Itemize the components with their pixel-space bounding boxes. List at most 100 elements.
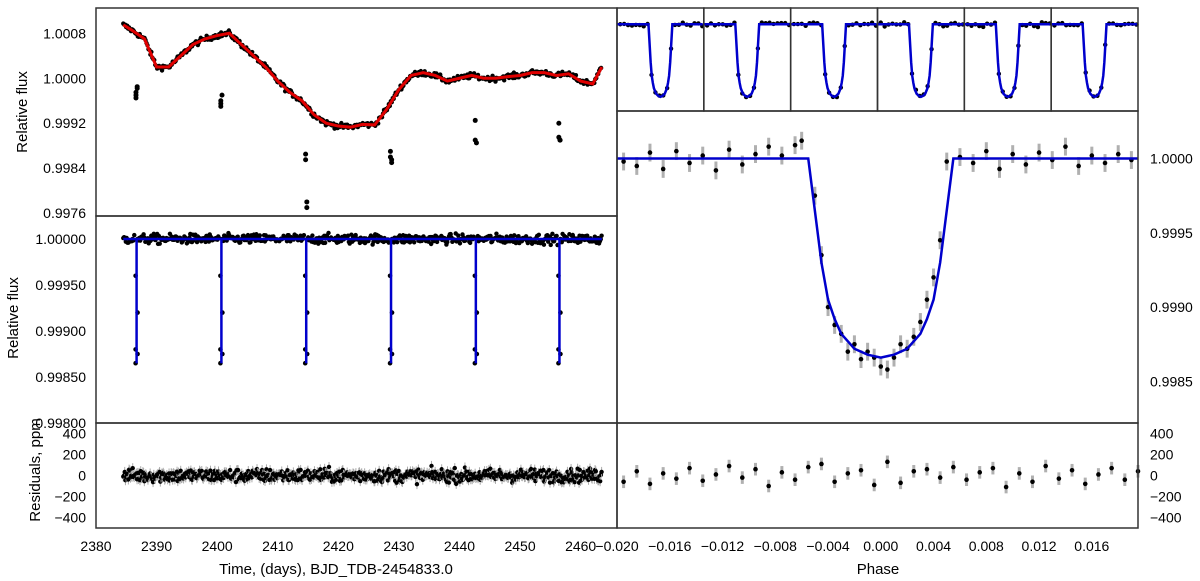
rm-data-point — [687, 160, 692, 166]
rm-data-point — [924, 297, 930, 302]
left-bottom-ylabel: Residuals, ppm — [27, 418, 44, 521]
lb-residual-point — [259, 467, 265, 473]
rb-residual-point — [1043, 463, 1048, 469]
left-top-ylabel: Relative flux — [14, 71, 31, 153]
rm-data-point — [852, 341, 857, 347]
lb-residual-point — [227, 467, 233, 473]
lb-residual-point — [593, 469, 598, 474]
rb-residual-point — [726, 463, 732, 469]
rb-residual-point — [1069, 467, 1075, 473]
rm-data-point — [713, 168, 719, 173]
rb-residual-point — [1082, 481, 1088, 487]
rt-model-line — [877, 23, 964, 99]
rm-data-point — [1023, 162, 1029, 167]
rm-ytick-label: 1.0000 — [1150, 151, 1193, 167]
lb-residual-point — [340, 467, 346, 473]
lm-data-point — [434, 239, 440, 245]
rb-xtick-label: −0.004 — [806, 538, 849, 554]
lt-transit-point — [387, 148, 393, 154]
lb-residual-point — [199, 468, 204, 474]
rm-data-point — [753, 151, 758, 157]
rb-residual-point — [911, 469, 917, 474]
rm-data-point — [885, 367, 890, 372]
rb-ytick-label: 400 — [1150, 426, 1174, 442]
lm-data-point — [395, 239, 400, 245]
lt-transit-point — [304, 205, 310, 211]
rb-xtick-label: 0.016 — [1074, 538, 1109, 554]
rb-xtick-label: 0.000 — [863, 538, 898, 554]
rt-data-point — [981, 24, 986, 30]
rb-residual-point — [885, 459, 890, 465]
lm-data-point — [194, 239, 200, 245]
rm-data-point — [845, 349, 851, 354]
rb-xtick-label: −0.016 — [648, 538, 691, 554]
lm-data-point — [488, 233, 493, 239]
lb-residual-point — [208, 468, 213, 473]
lt-transit-point — [134, 84, 140, 90]
rt-model-line — [790, 23, 877, 99]
lb-residual-point — [285, 468, 290, 473]
rm-data-point — [1115, 151, 1121, 157]
lb-ytick-label: −400 — [54, 510, 86, 526]
left-middle-ylabel: Relative flux — [5, 277, 22, 359]
lm-ytick-label: 0.99800 — [35, 415, 86, 431]
lm-ytick-label: 1.00000 — [35, 231, 86, 247]
lb-residual-point — [429, 463, 434, 469]
lm-data-point — [411, 240, 417, 245]
rb-residual-point — [766, 483, 771, 489]
lb-residual-point — [264, 467, 269, 472]
rm-data-point — [891, 355, 897, 360]
lm-data-point — [512, 233, 517, 238]
lm-data-point — [407, 240, 413, 245]
rb-residual-point — [1056, 476, 1062, 481]
rt-model-line — [1051, 23, 1137, 99]
lb-residual-point — [439, 467, 444, 472]
lb-residual-point — [376, 468, 382, 474]
rb-residual-point — [858, 467, 864, 473]
lm-ytick-label: 0.99850 — [35, 369, 86, 385]
lm-data-point — [457, 241, 463, 246]
lt-transit-point — [303, 151, 309, 157]
lm-data-point — [445, 239, 450, 245]
rm-data-point — [937, 237, 943, 243]
rm-data-point — [1089, 153, 1095, 158]
lb-xtick-label: 2450 — [504, 538, 535, 554]
lb-xtick-label: 2380 — [80, 538, 111, 554]
lm-data-point — [141, 232, 146, 237]
rb-residual-point — [660, 471, 666, 476]
lb-residual-point — [158, 479, 163, 484]
rb-residual-point — [713, 472, 719, 477]
rb-xtick-label: 0.004 — [916, 538, 951, 554]
panel-left-middle: 1.00000 0.99950 0.99900 0.99850 0.99800 — [35, 215, 618, 431]
rb-residual-point — [845, 471, 851, 476]
lt-transit-point — [133, 95, 139, 101]
panel-left-top: 1.0008 1.0000 0.9992 0.9984 0.9976 — [43, 7, 618, 221]
rb-residual-point — [871, 482, 877, 488]
rm-data-point — [898, 341, 903, 347]
rb-residual-point — [937, 475, 943, 480]
lt-transit-point — [304, 199, 310, 205]
rm-ytick-label: 0.9985 — [1150, 373, 1193, 389]
lb-residual-point — [267, 467, 273, 473]
lm-data-point — [554, 233, 559, 239]
rb-residual-point — [964, 477, 969, 483]
lm-data-point — [550, 231, 555, 237]
lm-data-point — [467, 240, 473, 246]
lt-transit-point — [219, 92, 225, 98]
rm-data-point — [1076, 163, 1081, 169]
lm-data-point — [157, 241, 162, 246]
lb-residual-point — [597, 479, 603, 484]
rm-data-point — [621, 159, 626, 164]
lt-transit-point — [389, 160, 395, 166]
rm-data-point — [792, 142, 798, 148]
lb-residual-point — [385, 478, 391, 483]
rb-ytick-label: −400 — [1150, 510, 1182, 526]
lb-residual-point — [358, 478, 363, 484]
rm-data-point — [997, 166, 1002, 172]
lm-frame — [95, 215, 618, 424]
lb-residual-point — [454, 481, 459, 487]
rb-xtick-label: −0.020 — [595, 538, 638, 554]
rm-data-point — [660, 166, 666, 172]
lt-data-point — [501, 78, 507, 83]
